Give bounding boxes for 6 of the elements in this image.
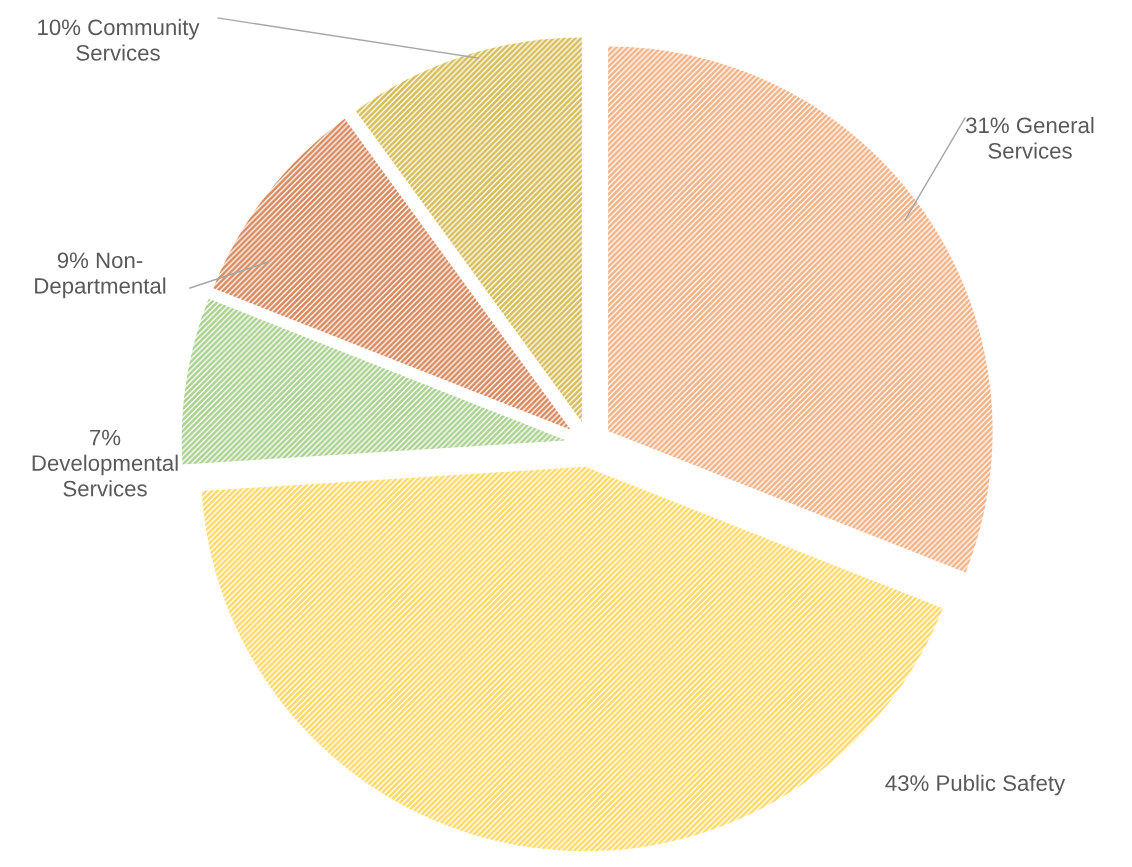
slice-label: 10% Community Services [38, 18, 200, 61]
slice-label: Developmental Services [32, 454, 178, 497]
slice-label: 9% Non-Departmental [35, 252, 166, 299]
slice-label: 43% Public Safety [885, 774, 1066, 796]
data-label: 7% [90, 429, 121, 446]
slice-label: 31% General Services [966, 116, 1094, 159]
